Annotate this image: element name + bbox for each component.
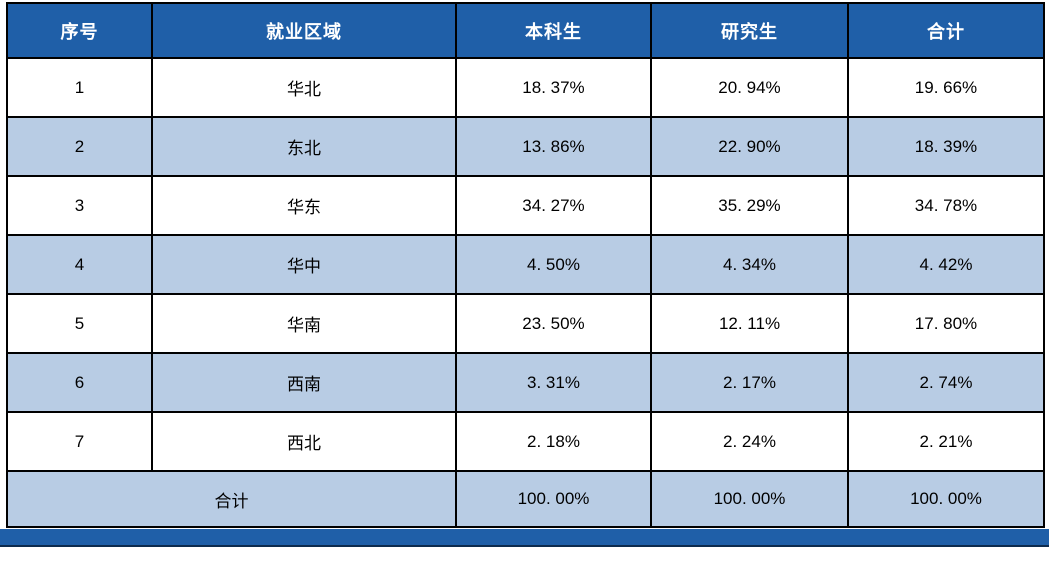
cell-region: 东北	[151, 116, 457, 177]
cell-grad: 4. 34%	[650, 234, 849, 295]
cell-grad: 22. 90%	[650, 116, 849, 177]
cell-grad: 20. 94%	[650, 57, 849, 118]
table-footer-row: 合计 100. 00% 100. 00% 100. 00%	[6, 470, 1045, 528]
cell-region: 西南	[151, 352, 457, 413]
footer-total-undergrad: 100. 00%	[455, 470, 652, 528]
footer-total-total: 100. 00%	[847, 470, 1045, 528]
cell-no: 3	[6, 175, 153, 236]
table-row: 1 华北 18. 37% 20. 94% 19. 66%	[6, 57, 1045, 118]
table-row: 6 西南 3. 31% 2. 17% 2. 74%	[6, 352, 1045, 413]
cell-no: 5	[6, 293, 153, 354]
page: 序号 就业区域 本科生 研究生 合计 1 华北 18. 37% 20. 94% …	[0, 2, 1049, 547]
cell-total: 18. 39%	[847, 116, 1045, 177]
cell-undergrad: 23. 50%	[455, 293, 652, 354]
cell-total: 2. 21%	[847, 411, 1045, 472]
cell-total: 19. 66%	[847, 57, 1045, 118]
cell-no: 2	[6, 116, 153, 177]
table-row: 3 华东 34. 27% 35. 29% 34. 78%	[6, 175, 1045, 236]
cell-grad: 2. 24%	[650, 411, 849, 472]
employment-region-table: 序号 就业区域 本科生 研究生 合计 1 华北 18. 37% 20. 94% …	[6, 2, 1045, 528]
cell-total: 4. 42%	[847, 234, 1045, 295]
next-table-header-band	[0, 529, 1049, 547]
table-row: 5 华南 23. 50% 12. 11% 17. 80%	[6, 293, 1045, 354]
table-row: 2 东北 13. 86% 22. 90% 18. 39%	[6, 116, 1045, 177]
cell-grad: 35. 29%	[650, 175, 849, 236]
cell-grad: 2. 17%	[650, 352, 849, 413]
cell-undergrad: 2. 18%	[455, 411, 652, 472]
cell-undergrad: 13. 86%	[455, 116, 652, 177]
cell-no: 1	[6, 57, 153, 118]
cell-total: 17. 80%	[847, 293, 1045, 354]
cell-no: 7	[6, 411, 153, 472]
cell-no: 4	[6, 234, 153, 295]
cell-region: 华中	[151, 234, 457, 295]
cell-undergrad: 34. 27%	[455, 175, 652, 236]
header-cell-region: 就业区域	[151, 2, 457, 59]
header-cell-undergrad: 本科生	[455, 2, 652, 59]
cell-undergrad: 4. 50%	[455, 234, 652, 295]
table-row: 7 西北 2. 18% 2. 24% 2. 21%	[6, 411, 1045, 472]
cell-total: 2. 74%	[847, 352, 1045, 413]
header-cell-no: 序号	[6, 2, 153, 59]
header-row: 序号 就业区域 本科生 研究生 合计	[6, 2, 1045, 59]
cell-region: 西北	[151, 411, 457, 472]
cell-undergrad: 18. 37%	[455, 57, 652, 118]
cell-region: 华南	[151, 293, 457, 354]
footer-total-grad: 100. 00%	[650, 470, 849, 528]
table-row: 4 华中 4. 50% 4. 34% 4. 42%	[6, 234, 1045, 295]
cell-total: 34. 78%	[847, 175, 1045, 236]
cell-region: 华北	[151, 57, 457, 118]
header-cell-total: 合计	[847, 2, 1045, 59]
header-cell-grad: 研究生	[650, 2, 849, 59]
cell-no: 6	[6, 352, 153, 413]
cell-region: 华东	[151, 175, 457, 236]
cell-undergrad: 3. 31%	[455, 352, 652, 413]
cell-grad: 12. 11%	[650, 293, 849, 354]
footer-total-label: 合计	[6, 470, 457, 528]
